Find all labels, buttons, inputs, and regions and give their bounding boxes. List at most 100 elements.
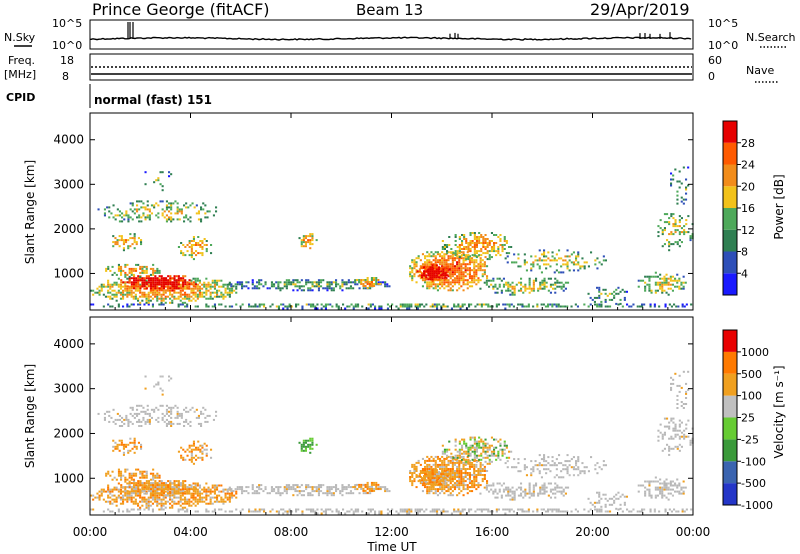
velocity-cell — [127, 422, 130, 425]
power-cell — [309, 241, 312, 244]
velocity-cell — [653, 508, 656, 511]
power-cell — [200, 206, 203, 209]
velocity-cell — [198, 486, 201, 489]
velocity-cell — [126, 496, 129, 499]
power-cell — [674, 279, 677, 282]
velocity-cell — [228, 486, 231, 489]
velocity-cell — [231, 492, 234, 495]
velocity-cell — [368, 489, 371, 492]
velocity-cell — [170, 422, 173, 425]
power-cell — [442, 266, 445, 269]
power-cell — [222, 297, 225, 300]
velocity-cell — [117, 490, 120, 493]
power-cell — [373, 277, 376, 279]
velocity-cell — [238, 486, 241, 489]
power-cell — [511, 285, 514, 288]
power-cell — [446, 305, 449, 308]
power-cell — [164, 295, 167, 298]
power-cell — [447, 259, 450, 262]
power-cell — [124, 275, 127, 278]
power-cell — [126, 285, 129, 288]
velocity-cell — [109, 500, 112, 503]
power-cell — [135, 267, 138, 270]
power-cell — [382, 281, 385, 284]
freq-tick-top: 18 — [60, 54, 74, 67]
power-cell — [661, 291, 664, 294]
velocity-cell — [133, 488, 136, 491]
velocity-cell — [245, 486, 248, 489]
power-cell — [162, 303, 165, 306]
power-cell — [478, 250, 481, 253]
velocity-cell — [253, 490, 256, 493]
power-cell — [456, 255, 459, 258]
power-cell — [184, 254, 187, 257]
power-cell — [469, 244, 472, 246]
velocity-cell — [513, 494, 516, 497]
power-cell — [436, 253, 439, 256]
power-cell — [371, 303, 374, 306]
velocity-cell — [344, 512, 347, 515]
power-cell — [438, 278, 441, 281]
velocity-cell — [179, 496, 182, 499]
velocity-cell — [108, 414, 111, 417]
velocity-cell — [409, 472, 412, 474]
velocity-cell — [134, 500, 137, 503]
power-cell — [139, 303, 142, 306]
power-cell — [177, 283, 180, 286]
power-cell — [145, 283, 148, 286]
velocity-cell — [311, 439, 314, 442]
velocity-cell — [305, 486, 308, 489]
velocity-cell — [541, 484, 544, 487]
velocity-cell — [149, 472, 152, 475]
velocity-cell — [431, 469, 434, 472]
beam-label: Beam 13 — [356, 1, 423, 19]
velocity-cell — [230, 488, 233, 491]
velocity-cell — [130, 490, 133, 493]
power-cell — [656, 281, 659, 284]
velocity-cell — [173, 494, 176, 497]
power-cell — [623, 296, 626, 299]
velocity-cell — [324, 510, 327, 513]
velocity-cell — [489, 510, 492, 513]
power-cell — [148, 218, 151, 221]
velocity-cell — [123, 422, 126, 425]
power-cell — [661, 231, 664, 234]
power-cell — [358, 281, 361, 283]
power-cell — [124, 271, 127, 274]
power-cell — [499, 240, 502, 242]
velocity-cell — [144, 420, 147, 423]
velocity-cell — [127, 420, 130, 423]
velocity-cell — [358, 483, 361, 486]
power-cell — [128, 271, 131, 274]
power-cell — [509, 285, 512, 288]
power-cell — [322, 287, 325, 290]
power-cell — [469, 234, 472, 236]
power-cell — [324, 305, 327, 308]
velocity-cell — [535, 484, 538, 487]
velocity-cell — [317, 492, 320, 495]
velocity-cell — [281, 492, 284, 495]
velocity-cell — [453, 463, 456, 466]
power-cell — [436, 271, 439, 274]
velocity-cell — [528, 484, 531, 487]
velocity-cell — [438, 473, 441, 476]
velocity-cell — [112, 449, 115, 452]
velocity-cell — [475, 484, 478, 487]
velocity-cell — [457, 508, 460, 511]
power-cell — [426, 255, 429, 258]
velocity-cell — [670, 510, 673, 513]
power-cell — [652, 275, 655, 278]
power-cell — [527, 303, 530, 306]
power-cell — [320, 279, 323, 282]
power-cell — [685, 231, 688, 234]
power-cell — [552, 283, 555, 286]
power-cell — [661, 245, 664, 248]
power-cell — [672, 225, 675, 228]
velocity-cell — [165, 482, 168, 485]
power-cell — [156, 285, 159, 288]
power-cell — [426, 285, 429, 288]
velocity-cell — [479, 474, 482, 476]
velocity-cell — [498, 490, 501, 493]
velocity-cell — [100, 488, 103, 491]
power-cell — [440, 278, 443, 281]
